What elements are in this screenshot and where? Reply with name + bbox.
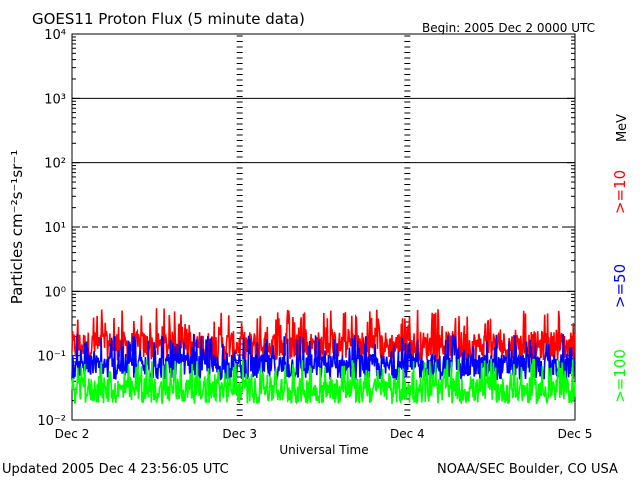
legend-entry-gte50: >=50 bbox=[611, 264, 629, 308]
y-tick-label: 10⁻¹ bbox=[37, 350, 66, 365]
x-tick-label: Dec 2 bbox=[55, 427, 90, 441]
y-tick-label: 10⁰ bbox=[44, 285, 66, 300]
series-line-gte100 bbox=[71, 358, 576, 406]
x-tick-label: Dec 4 bbox=[390, 427, 425, 441]
y-tick-label: 10³ bbox=[44, 92, 66, 107]
legend-entry-gte100: >=100 bbox=[611, 349, 629, 403]
series-line-gte50 bbox=[71, 333, 576, 381]
y-axis-label: Particles cm⁻²s⁻¹sr⁻¹ bbox=[8, 150, 26, 304]
y-tick-label: 10¹ bbox=[44, 221, 66, 236]
x-axis-label: Universal Time bbox=[279, 443, 368, 457]
begin-label: Begin: 2005 Dec 2 0000 UTC bbox=[422, 21, 595, 35]
y-tick-label: 10⁻² bbox=[37, 414, 66, 429]
chart-title: GOES11 Proton Flux (5 minute data) bbox=[32, 10, 305, 28]
y-tick-label: 10⁴ bbox=[44, 28, 66, 43]
series-line-gte10 bbox=[71, 308, 576, 362]
updated-label: Updated 2005 Dec 4 23:56:05 UTC bbox=[2, 462, 229, 477]
x-tick-label: Dec 5 bbox=[558, 427, 593, 441]
legend-entry-gte10: >=10 bbox=[611, 170, 629, 214]
x-tick-label: Dec 3 bbox=[222, 427, 257, 441]
credit-label: NOAA/SEC Boulder, CO USA bbox=[437, 462, 618, 477]
y-tick-label: 10² bbox=[44, 157, 66, 172]
legend-unit: MeV bbox=[615, 114, 630, 142]
